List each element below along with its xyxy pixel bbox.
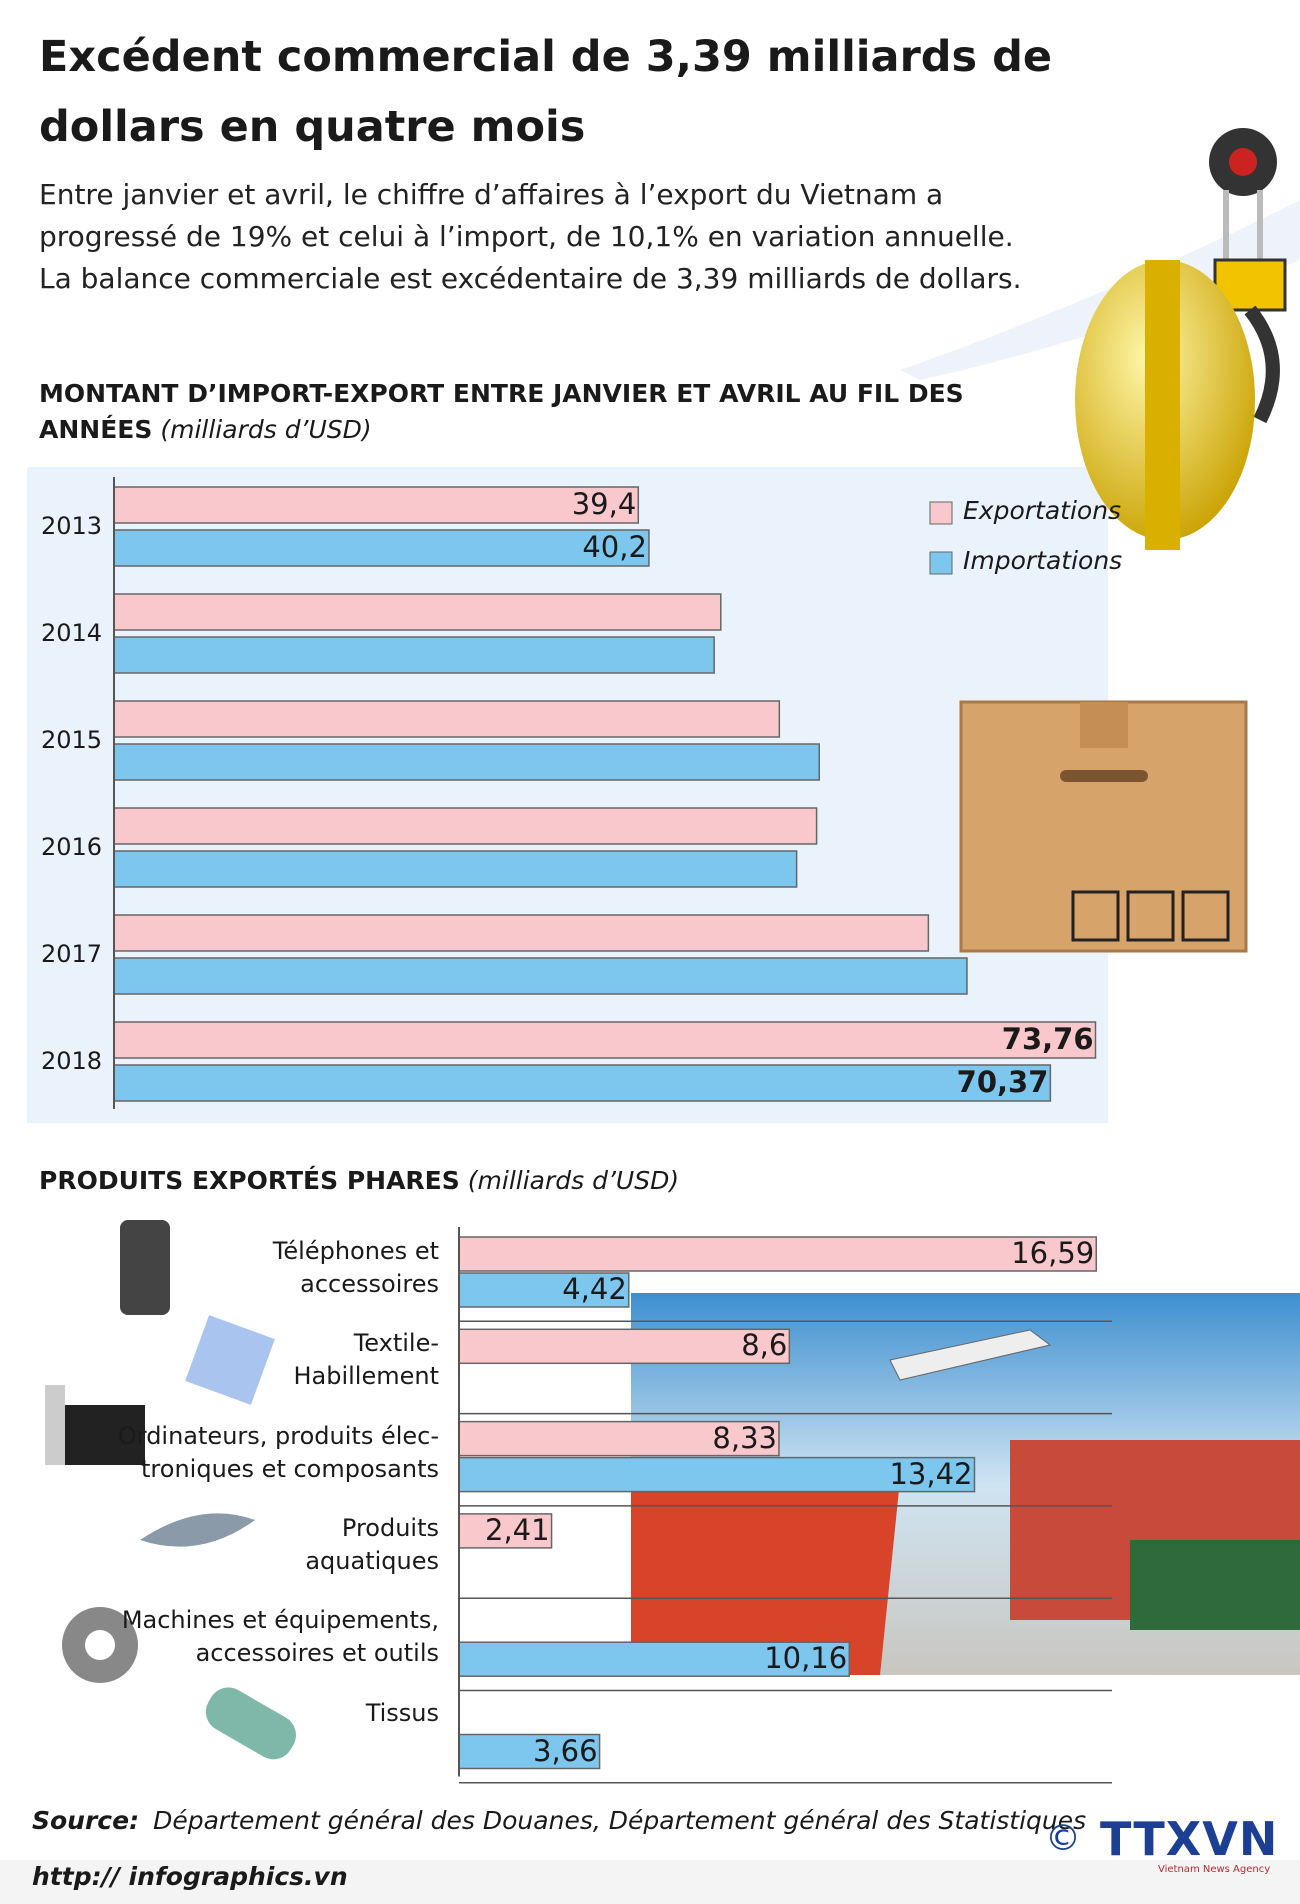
bar xyxy=(458,1641,851,1677)
chart-panel xyxy=(27,467,1108,1123)
logo: TTXVN xyxy=(1100,1812,1279,1866)
chart-heading: MONTANT D’IMPORT-EXPORT ENTRE JANVIER ET… xyxy=(39,376,964,448)
bar xyxy=(458,1328,791,1365)
value-label: 8,6 xyxy=(741,1328,788,1363)
value-label: 13,42 xyxy=(889,1456,973,1491)
y-tick-label: 2015 xyxy=(41,726,103,755)
value-label: 8,33 xyxy=(712,1420,777,1455)
swoosh xyxy=(900,200,1300,380)
legend-label: Exportations xyxy=(963,496,1122,525)
bar xyxy=(113,957,968,995)
box-icon xyxy=(959,700,1248,953)
dollar-icon xyxy=(1075,260,1255,550)
bar xyxy=(113,850,798,888)
y-tick-label: 2014 xyxy=(41,619,103,648)
value-label: 2,41 xyxy=(485,1512,550,1547)
copyright: © xyxy=(1045,1818,1081,1859)
value-label: 10,16 xyxy=(764,1641,848,1676)
intro: Entre janvier et avril, le chiffre d’aff… xyxy=(39,178,1022,295)
bar xyxy=(113,529,650,567)
legend-swatch xyxy=(929,551,953,575)
category-label: Tissus xyxy=(365,1698,439,1727)
chart-unit: (milliards d’USD) xyxy=(160,415,372,444)
bar xyxy=(458,1733,601,1770)
bar xyxy=(458,1236,1098,1272)
category-label: Produits aquatiques xyxy=(305,1513,439,1575)
chart-title: PRODUITS EXPORTÉS PHARES xyxy=(39,1166,460,1195)
value-label: 16,59 xyxy=(1011,1236,1095,1270)
agency: Vietnam News Agency xyxy=(1158,1864,1271,1875)
y-tick-label: 2013 xyxy=(41,512,103,541)
chart-heading: PRODUITS EXPORTÉS PHARES (milliards d’USD… xyxy=(39,1163,679,1199)
bar xyxy=(113,914,930,952)
value-label: 40,2 xyxy=(582,530,647,564)
bar xyxy=(458,1272,630,1308)
bar xyxy=(458,1456,976,1493)
bar xyxy=(113,807,818,845)
bar xyxy=(113,636,715,674)
bar xyxy=(458,1420,780,1457)
category-label: Ordinateurs, produits élec- troniques et… xyxy=(117,1421,439,1483)
bar xyxy=(113,1064,1052,1102)
bar xyxy=(113,700,781,738)
bar xyxy=(113,486,640,524)
y-tick-label: 2018 xyxy=(41,1047,103,1076)
crane-hook xyxy=(1209,128,1287,424)
chart-title: MONTANT D’IMPORT-EXPORT ENTRE JANVIER ET… xyxy=(39,379,964,444)
value-label: 73,76 xyxy=(1001,1022,1094,1056)
url: http:// infographics.vn xyxy=(32,1862,348,1891)
category-label: Téléphones et accessoires xyxy=(272,1237,439,1298)
title: Excédent commercial de 3,39 milliards de… xyxy=(39,32,1053,152)
bar xyxy=(458,1513,553,1549)
bar xyxy=(113,1021,1097,1059)
value-label: 4,42 xyxy=(562,1272,627,1306)
y-tick-label: 2017 xyxy=(41,940,103,969)
url-band xyxy=(0,1860,1300,1904)
source-label: Source: xyxy=(32,1806,140,1835)
source: Source: Département général des Douanes, … xyxy=(32,1806,1086,1835)
y-tick-label: 2016 xyxy=(41,833,103,862)
legend-label: Importations xyxy=(963,546,1123,575)
product-icons xyxy=(45,1220,296,1760)
category-label: Machines et équipements, accessoires et … xyxy=(121,1606,439,1668)
value-label: 70,37 xyxy=(956,1065,1049,1099)
source-text: Département général des Douanes, Départe… xyxy=(153,1806,1087,1835)
value-label: 39,4 xyxy=(571,487,637,521)
category-label: Textile- Habillement xyxy=(293,1329,439,1391)
chart-unit: (milliards d’USD) xyxy=(467,1166,680,1195)
legend-swatch xyxy=(929,501,953,525)
value-label: 3,66 xyxy=(533,1733,598,1768)
bar xyxy=(113,593,722,631)
bar xyxy=(113,743,821,781)
